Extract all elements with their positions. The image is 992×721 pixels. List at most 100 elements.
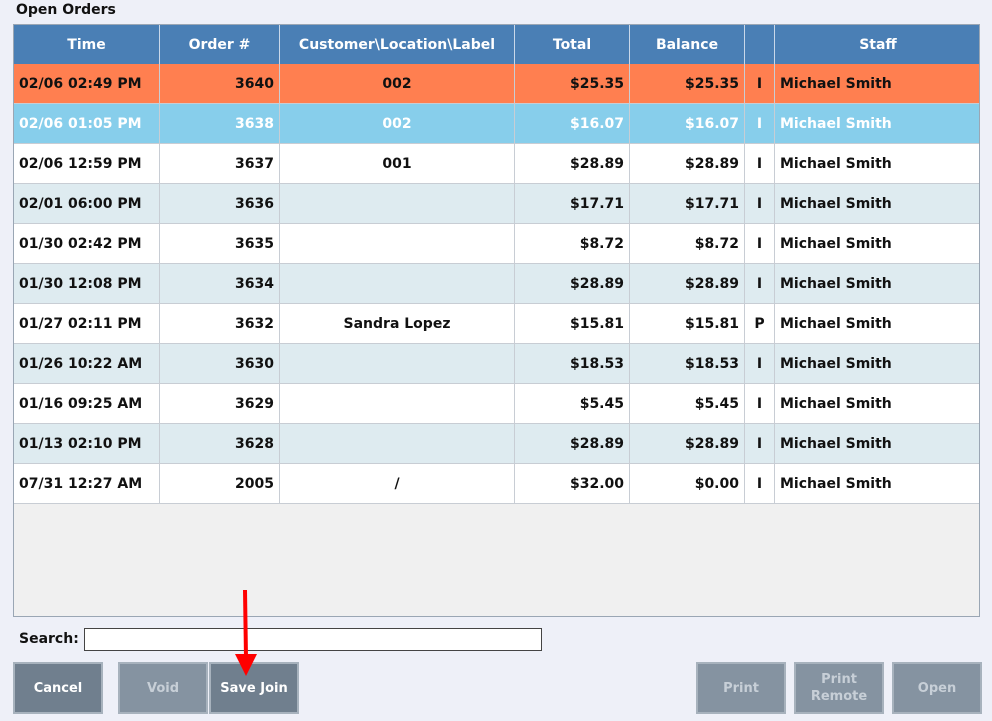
column-header-order-number[interactable]: Order # — [160, 25, 280, 64]
cell-order-number: 3638 — [160, 104, 280, 143]
cell-time: 01/30 02:42 PM — [14, 224, 160, 263]
cell-time: 02/06 01:05 PM — [14, 104, 160, 143]
cell-customer — [280, 424, 515, 463]
cell-order-number: 3636 — [160, 184, 280, 223]
cell-total: $28.89 — [515, 144, 630, 183]
cell-total: $8.72 — [515, 224, 630, 263]
cell-balance: $8.72 — [630, 224, 745, 263]
column-header-total[interactable]: Total — [515, 25, 630, 64]
column-header-type[interactable] — [745, 25, 775, 64]
print-remote-button[interactable]: Print Remote — [794, 662, 884, 714]
cell-staff: Michael Smith — [780, 235, 892, 252]
table-row[interactable]: 01/30 02:42 PM 3635 $8.72 $8.72 I Michael Smi… — [14, 224, 979, 264]
search-label: Search: — [19, 631, 79, 647]
void-button[interactable]: Void — [118, 662, 208, 714]
cell-balance: $5.45 — [630, 384, 745, 423]
cell-balance: $28.89 — [630, 144, 745, 183]
save-join-button[interactable]: Save Join — [209, 662, 299, 714]
cell-total: $5.45 — [515, 384, 630, 423]
cell-customer — [280, 224, 515, 263]
column-header-time[interactable]: Time — [14, 25, 160, 64]
cell-total: $28.89 — [515, 264, 630, 303]
cell-time: 07/31 12:27 AM — [14, 464, 160, 503]
orders-table: Time Order # Customer\Location\Label Tot… — [13, 24, 980, 617]
cell-order-number: 3634 — [160, 264, 280, 303]
column-header-balance[interactable]: Balance — [630, 25, 745, 64]
cell-time: 01/30 12:08 PM — [14, 264, 160, 303]
red-arrow-icon — [235, 589, 257, 676]
open-button[interactable]: Open — [892, 662, 982, 714]
window-title: Open Orders — [16, 2, 116, 18]
cell-order-number: 3628 — [160, 424, 280, 463]
cell-customer: 002 — [280, 104, 515, 143]
cell-time: 02/06 12:59 PM — [14, 144, 160, 183]
cell-time: 01/16 09:25 AM — [14, 384, 160, 423]
print-button[interactable]: Print — [696, 662, 786, 714]
cell-staff: Michael Smith — [780, 355, 892, 372]
cell-staff: Michael Smith — [780, 435, 892, 452]
table-row[interactable]: 01/16 09:25 AM 3629 $5.45 $5.45 I Michael Smi… — [14, 384, 979, 424]
column-header-staff[interactable]: Staff — [859, 36, 897, 53]
cell-customer — [280, 184, 515, 223]
table-header: Time Order # Customer\Location\Label Tot… — [14, 25, 979, 64]
table-row[interactable]: 07/31 12:27 AM 2005/$32.00 $0.00 I Michael S… — [14, 464, 979, 504]
cell-staff: Michael Smith — [780, 315, 892, 332]
cell-order-number: 2005 — [160, 464, 280, 503]
search-input[interactable] — [84, 628, 542, 651]
cell-balance: $28.89 — [630, 264, 745, 303]
cell-total: $18.53 — [515, 344, 630, 383]
cell-customer — [280, 344, 515, 383]
table-row[interactable]: 01/13 02:10 PM 3628 $28.89 $28.89 I Michael S… — [14, 424, 979, 464]
cell-total: $15.81 — [515, 304, 630, 343]
cell-balance: $15.81 — [630, 304, 745, 343]
cell-type: I — [745, 104, 775, 143]
cell-time: 01/27 02:11 PM — [14, 304, 160, 343]
cell-type: I — [745, 424, 775, 463]
column-header-customer[interactable]: Customer\Location\Label — [280, 25, 515, 64]
cell-time: 02/01 06:00 PM — [14, 184, 160, 223]
cell-total: $17.71 — [515, 184, 630, 223]
cell-total: $16.07 — [515, 104, 630, 143]
cell-staff: Michael Smith — [780, 115, 892, 132]
cell-type: I — [745, 184, 775, 223]
table-row[interactable]: 01/27 02:11 PM 3632 Sandra Lopez $15.81 $15.… — [14, 304, 979, 344]
cell-type: I — [745, 264, 775, 303]
cell-total: $32.00 — [515, 464, 630, 503]
cell-type: I — [745, 464, 775, 503]
cell-customer: Sandra Lopez — [280, 304, 515, 343]
cell-order-number: 3635 — [160, 224, 280, 263]
cell-customer: 001 — [280, 144, 515, 183]
cell-staff: Michael Smith — [780, 155, 892, 172]
cell-balance: $25.35 — [630, 64, 745, 103]
cell-staff: Michael Smith — [780, 195, 892, 212]
cell-type: I — [745, 384, 775, 423]
cell-customer — [280, 264, 515, 303]
cell-type: I — [745, 144, 775, 183]
cell-type: I — [745, 64, 775, 103]
table-row[interactable]: 01/30 12:08 PM 3634 $28.89 $28.89 I Michael S… — [14, 264, 979, 304]
cell-total: $25.35 — [515, 64, 630, 103]
cell-type: I — [745, 224, 775, 263]
cell-customer: 002 — [280, 64, 515, 103]
cell-order-number: 3630 — [160, 344, 280, 383]
table-row[interactable]: 02/01 06:00 PM 3636 $17.71 $17.71 I Michael S… — [14, 184, 979, 224]
cell-balance: $28.89 — [630, 424, 745, 463]
cell-order-number: 3632 — [160, 304, 280, 343]
cell-staff: Michael Smith — [780, 475, 892, 492]
cell-balance: $18.53 — [630, 344, 745, 383]
cell-time: 02/06 02:49 PM — [14, 64, 160, 103]
table-row[interactable]: 02/06 02:49 PM 3640 002 $25.35 $25.35 I Michae… — [14, 64, 979, 104]
cell-order-number: 3629 — [160, 384, 280, 423]
cell-balance: $16.07 — [630, 104, 745, 143]
cell-staff: Michael Smith — [780, 75, 892, 92]
cell-staff: Michael Smith — [780, 275, 892, 292]
cell-customer — [280, 384, 515, 423]
table-row[interactable]: 02/06 12:59 PM 3637 001 $28.89 $28.89 I Michae… — [14, 144, 979, 184]
cell-customer: / — [280, 464, 515, 503]
cancel-button[interactable]: Cancel — [13, 662, 103, 714]
cell-balance: $17.71 — [630, 184, 745, 223]
table-body: 02/06 02:49 PM 3640 002 $25.35 $25.35 I Michae… — [14, 64, 979, 504]
table-row[interactable]: 01/26 10:22 AM 3630 $18.53 $18.53 I Michael S… — [14, 344, 979, 384]
table-row[interactable]: 02/06 01:05 PM 3638 002 $16.07 $16.07 I Michae… — [14, 104, 979, 144]
cell-staff: Michael Smith — [780, 395, 892, 412]
